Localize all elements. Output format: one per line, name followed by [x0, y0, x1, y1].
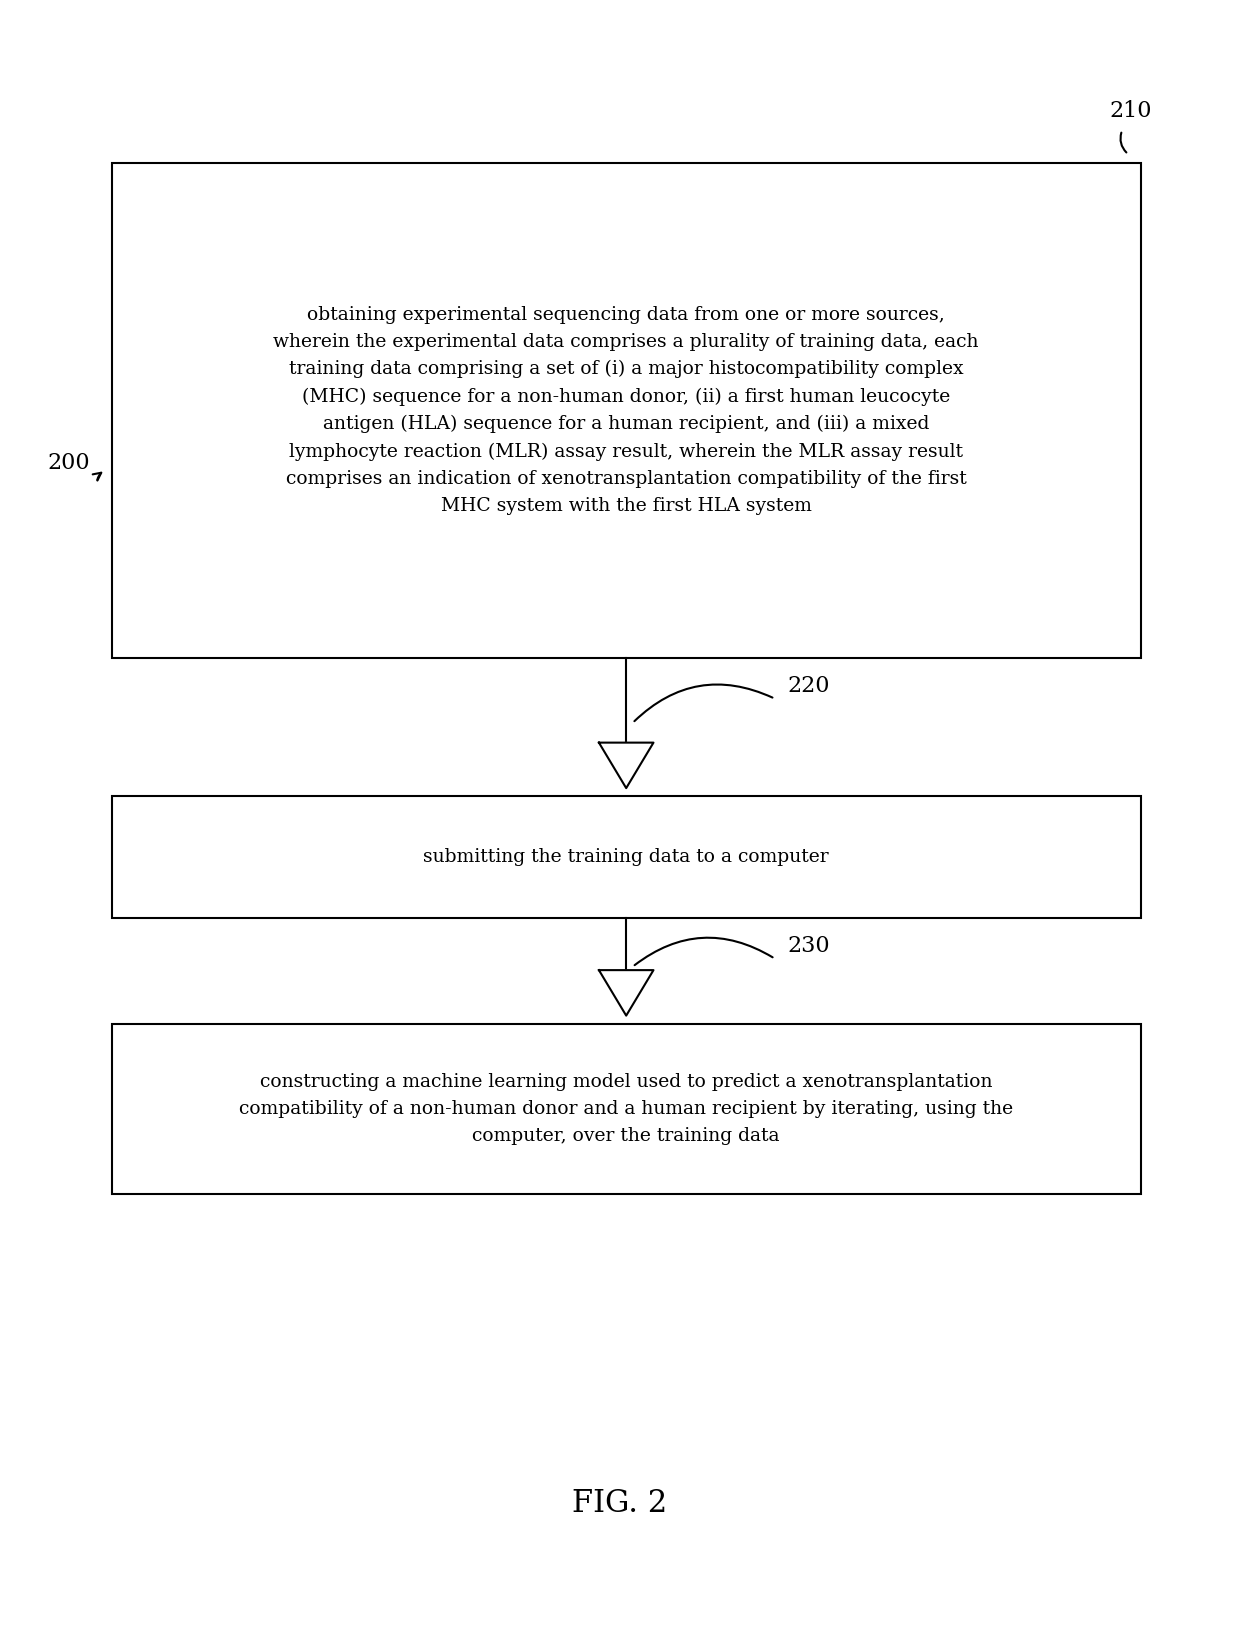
Text: obtaining experimental sequencing data from one or more sources,
wherein the exp: obtaining experimental sequencing data f…: [274, 306, 978, 515]
Text: 210: 210: [1110, 99, 1152, 122]
Text: 220: 220: [787, 674, 830, 697]
Bar: [112, 1024, 1141, 1194]
Text: 230: 230: [787, 934, 830, 957]
Polygon shape: [599, 970, 653, 1016]
Bar: [112, 796, 1141, 918]
Bar: [112, 162, 1141, 658]
Text: constructing a machine learning model used to predict a xenotransplantation
comp: constructing a machine learning model us…: [239, 1072, 1013, 1146]
Text: submitting the training data to a computer: submitting the training data to a comput…: [423, 848, 830, 866]
Text: 200: 200: [47, 452, 89, 474]
Text: FIG. 2: FIG. 2: [573, 1487, 667, 1519]
Polygon shape: [599, 743, 653, 788]
